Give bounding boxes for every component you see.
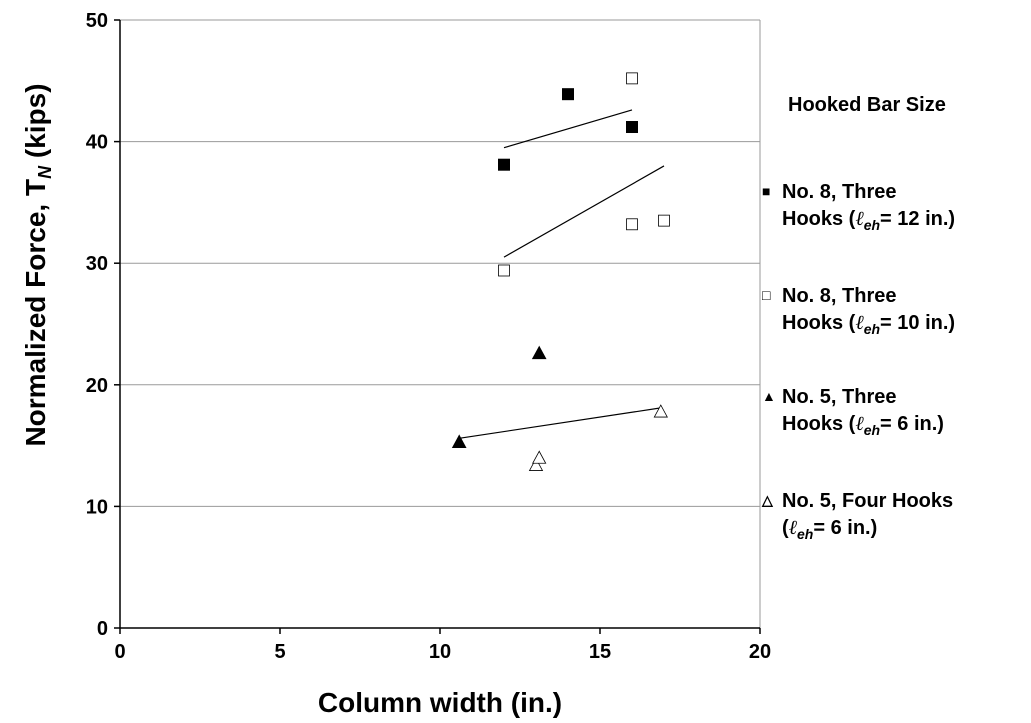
filled-triangle-point xyxy=(451,434,467,448)
legend-label-line2-pre: Hooks ( xyxy=(782,208,856,230)
y-tick-label: 50 xyxy=(86,10,108,32)
trendlines xyxy=(459,109,665,439)
filled-square-point xyxy=(562,88,574,101)
open-triangle-point xyxy=(532,450,547,464)
legend-item-no8-10in: □ No. 8, Three Hooks (ℓeh= 10 in.) xyxy=(762,282,955,342)
x-tick-label: 5 xyxy=(274,641,285,663)
y-tick-label: 10 xyxy=(86,496,108,518)
legend-label-line2-pre: Hooks ( xyxy=(782,312,856,334)
ticks: 0 10 20 30 40 50 0 5 10 15 20 xyxy=(86,10,771,663)
filled-square-point xyxy=(498,158,510,171)
legend-item-no5-three-6in: ▲ No. 5, Three Hooks (ℓeh= 6 in.) xyxy=(762,383,944,443)
legend-item-no8-12in: ■ No. 8, Three Hooks (ℓeh= 12 in.) xyxy=(762,178,955,238)
x-tick-label: 0 xyxy=(114,641,125,663)
open-square-point xyxy=(626,72,638,85)
y-tick-label: 30 xyxy=(86,253,108,275)
filled-square-point xyxy=(626,121,638,134)
legend-label-line2-post: = 6 in.) xyxy=(880,413,944,435)
legend-label-line1: No. 5, Three xyxy=(782,386,897,408)
gridlines xyxy=(120,19,761,628)
legend-label-line2-post: = 6 in.) xyxy=(813,517,878,539)
eh-subscript: eh xyxy=(797,526,814,542)
filled-triangle-point xyxy=(531,345,547,360)
legend-label-line2-post: = 10 in.) xyxy=(880,312,956,334)
legend-label-line1: No. 8, Three xyxy=(782,181,897,203)
legend-item-no5-four-6in: △ No. 5, Four Hooks (ℓeh= 6 in.) xyxy=(762,487,953,547)
open-square-point xyxy=(658,214,670,227)
ell-symbol: ℓ xyxy=(855,411,864,435)
y-axis-title-unit: (kips) xyxy=(20,83,51,165)
open-square-marker-icon: □ xyxy=(762,287,771,303)
trendline xyxy=(503,109,633,149)
eh-subscript: eh xyxy=(863,217,881,233)
legend-title: Hooked Bar Size xyxy=(788,94,946,116)
filled-triangle-marker-icon: ▲ xyxy=(762,388,776,404)
open-triangle-point xyxy=(528,457,544,471)
y-tick-label: 40 xyxy=(86,132,108,154)
trendline xyxy=(459,407,661,439)
y-axis-title: Normalized Force, TN (kips) xyxy=(20,83,55,446)
open-square-point xyxy=(626,218,638,231)
axes xyxy=(119,20,760,629)
eh-subscript: eh xyxy=(863,321,881,337)
x-axis-title: Column width (in.) xyxy=(318,687,562,718)
legend-label-line2-pre: ( xyxy=(782,517,789,539)
ell-symbol: ℓ xyxy=(855,206,864,230)
y-axis-title-text: Normalized Force, T xyxy=(20,179,51,447)
y-tick-label: 0 xyxy=(97,618,108,640)
y-axis-title-subscript: N xyxy=(35,165,55,179)
legend-label-line1: No. 8, Three xyxy=(782,285,897,307)
trendline xyxy=(503,165,665,258)
legend-label-line2-pre: Hooks ( xyxy=(782,413,856,435)
y-tick-label: 20 xyxy=(86,375,108,397)
ell-symbol: ℓ xyxy=(788,515,798,539)
open-triangle-marker-icon: △ xyxy=(762,492,773,508)
ell-symbol: ℓ xyxy=(855,310,864,334)
x-tick-label: 10 xyxy=(429,641,451,663)
open-triangle-point xyxy=(653,404,668,418)
open-square-point xyxy=(498,264,510,277)
legend-label-line2-post: = 12 in.) xyxy=(880,208,956,230)
filled-square-marker-icon: ■ xyxy=(762,183,771,199)
x-tick-label: 20 xyxy=(749,641,771,663)
data-points xyxy=(451,72,670,471)
legend-label-line1: No. 5, Four Hooks xyxy=(782,490,954,512)
x-tick-label: 15 xyxy=(589,641,611,663)
eh-subscript: eh xyxy=(863,422,881,438)
